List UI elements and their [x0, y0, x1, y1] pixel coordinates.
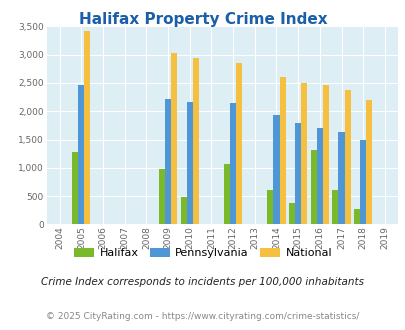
Bar: [353, 209, 359, 224]
Bar: [359, 140, 365, 224]
Bar: [322, 85, 328, 224]
Bar: [230, 103, 236, 224]
Bar: [365, 100, 371, 224]
Bar: [165, 99, 171, 224]
Bar: [171, 53, 177, 224]
Bar: [84, 31, 90, 224]
Bar: [279, 77, 285, 224]
Bar: [301, 83, 307, 224]
Bar: [186, 102, 192, 224]
Bar: [288, 204, 294, 224]
Bar: [72, 152, 78, 224]
Bar: [344, 90, 350, 224]
Bar: [236, 63, 242, 224]
Text: © 2025 CityRating.com - https://www.cityrating.com/crime-statistics/: © 2025 CityRating.com - https://www.city…: [46, 312, 359, 321]
Legend: Halifax, Pennsylvania, National: Halifax, Pennsylvania, National: [69, 243, 336, 262]
Bar: [267, 190, 273, 224]
Text: Halifax Property Crime Index: Halifax Property Crime Index: [79, 12, 326, 26]
Text: Crime Index corresponds to incidents per 100,000 inhabitants: Crime Index corresponds to incidents per…: [41, 277, 364, 287]
Bar: [273, 115, 279, 224]
Bar: [78, 85, 84, 224]
Bar: [192, 58, 198, 224]
Bar: [310, 150, 316, 224]
Bar: [159, 169, 165, 224]
Bar: [316, 128, 322, 224]
Bar: [338, 132, 344, 224]
Bar: [332, 190, 338, 224]
Bar: [224, 164, 230, 224]
Bar: [294, 122, 301, 224]
Bar: [180, 197, 186, 224]
